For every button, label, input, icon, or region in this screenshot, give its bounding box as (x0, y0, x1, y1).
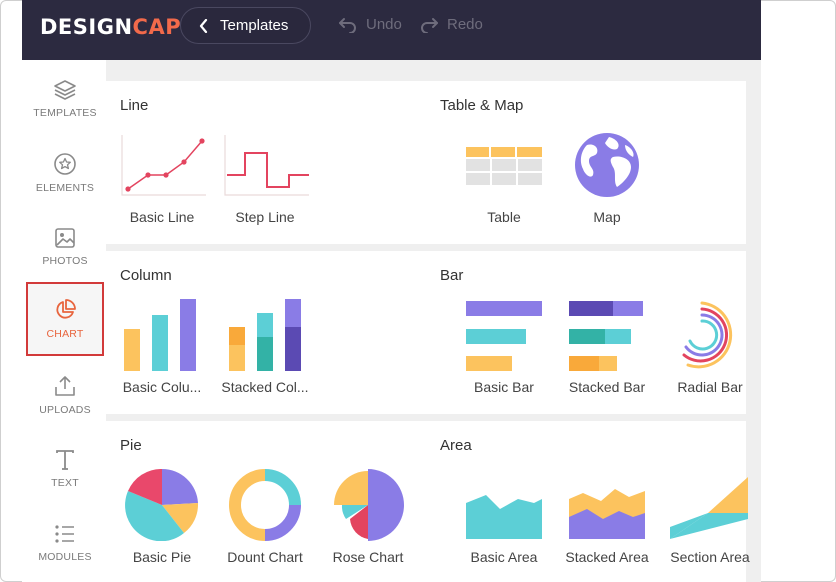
radial-bar-thumbnail (662, 299, 758, 371)
sidebar-item-modules[interactable]: MODULES (26, 506, 104, 580)
chevron-left-icon (199, 18, 208, 33)
chart-item-label: Stacked Bar (568, 379, 646, 395)
basic-line-thumbnail (114, 129, 210, 201)
basic-area-thumbnail (456, 469, 552, 541)
table-thumbnail (456, 129, 552, 201)
chart-item-label: Map (593, 209, 621, 225)
section-title-pie: Pie (120, 437, 142, 454)
donut-chart-thumbnail (217, 469, 313, 541)
chart-item-step-line[interactable]: Step Line (217, 129, 313, 225)
chart-item-stacked-area[interactable]: Stacked Area (559, 469, 655, 565)
chart-item-label: Dount Chart (227, 549, 303, 565)
chart-item-label: Basic Bar (474, 379, 534, 395)
step-line-thumbnail (217, 129, 313, 201)
chart-item-stacked-column[interactable]: Stacked Col... (217, 299, 313, 395)
rose-chart-thumbnail (320, 469, 416, 541)
chart-item-label: Stacked Col... (221, 379, 309, 395)
chart-item-label: Basic Pie (132, 549, 192, 565)
templates-button-label: Templates (220, 17, 289, 34)
section-title-line: Line (120, 97, 149, 114)
stacked-bar-thumbnail (559, 299, 655, 371)
sidebar-item-label: TEXT (51, 477, 79, 489)
chart-item-label: Radial Bar (677, 379, 743, 395)
chart-item-radial-bar[interactable]: Radial Bar (662, 299, 758, 395)
section-row-column-bar: Column Bar Basic Colu... Stacked Col... … (106, 251, 746, 414)
globe-icon (575, 133, 639, 197)
logo[interactable]: DESIGNCAP (40, 15, 181, 39)
section-row-pie-area: Pie Area Basic Pie Dount Chart Rose Char… (106, 421, 750, 582)
sidebar-item-label: TEMPLATES (33, 107, 97, 119)
star-badge-icon (54, 153, 76, 175)
stacked-area-thumbnail (559, 469, 655, 541)
chart-item-basic-pie[interactable]: Basic Pie (114, 469, 210, 565)
sidebar-item-label: CHART (46, 328, 84, 340)
section-title-bar: Bar (440, 267, 464, 284)
chart-item-label: Step Line (235, 209, 295, 225)
chart-item-basic-column[interactable]: Basic Colu... (114, 299, 210, 395)
logo-text: DESIGN (40, 15, 133, 39)
list-icon (55, 525, 74, 543)
redo-button[interactable]: Redo (419, 16, 483, 33)
upload-icon (55, 376, 75, 396)
section-row-line-table: Line Table & Map Basic Line Step Line Ta… (106, 81, 746, 244)
stacked-column-thumbnail (217, 299, 313, 371)
chart-item-basic-bar[interactable]: Basic Bar (456, 299, 552, 395)
sidebar-item-text[interactable]: TEXT (26, 432, 104, 506)
section-title-table-map: Table & Map (440, 97, 524, 114)
chart-item-rose-chart[interactable]: Rose Chart (320, 469, 416, 565)
section-title-area: Area (440, 437, 472, 454)
sidebar-item-label: ELEMENTS (35, 182, 95, 194)
chart-item-table[interactable]: Table (456, 129, 552, 225)
chart-item-stacked-bar[interactable]: Stacked Bar (559, 299, 655, 395)
logo-accent-text: CAP (132, 15, 182, 39)
undo-label: Undo (366, 16, 402, 33)
sidebar-item-uploads[interactable]: UPLOADS (26, 358, 104, 432)
sidebar-item-label: UPLOADS (39, 404, 91, 416)
map-thumbnail (559, 129, 655, 201)
chart-item-label: Section Area (670, 549, 750, 565)
undo-button[interactable]: Undo (338, 16, 402, 33)
text-icon (56, 450, 74, 470)
chart-item-basic-area[interactable]: Basic Area (456, 469, 552, 565)
section-area-thumbnail (662, 469, 758, 541)
app: DESIGNCAP Templates Undo Redo TEMPLATES … (22, 0, 761, 582)
basic-pie-thumbnail (114, 469, 210, 541)
sidebar-item-label: MODULES (38, 551, 92, 563)
image-icon (55, 228, 75, 248)
chart-item-label: Basic Line (129, 209, 195, 225)
sidebar-item-label: PHOTOS (42, 255, 88, 267)
section-title-column: Column (120, 267, 172, 284)
basic-bar-thumbnail (456, 299, 552, 371)
sidebar: TEMPLATES ELEMENTS PHOTOS CHART UPLOADS … (22, 60, 106, 582)
top-bar: DESIGNCAP Templates Undo Redo (22, 0, 761, 60)
pie-chart-icon (56, 299, 76, 319)
layers-icon (54, 80, 76, 100)
basic-column-thumbnail (114, 299, 210, 371)
chart-item-map[interactable]: Map (559, 129, 655, 225)
sidebar-item-chart[interactable]: CHART (26, 282, 104, 356)
chart-item-section-area[interactable]: Section Area (662, 469, 758, 565)
chart-item-label: Stacked Area (565, 549, 649, 565)
redo-label: Redo (447, 16, 483, 33)
chart-item-label: Basic Area (470, 549, 538, 565)
chart-item-label: Basic Colu... (122, 379, 202, 395)
sidebar-item-photos[interactable]: PHOTOS (26, 210, 104, 284)
sidebar-item-templates[interactable]: TEMPLATES (26, 62, 104, 136)
chart-item-donut-chart[interactable]: Dount Chart (217, 469, 313, 565)
chart-item-basic-line[interactable]: Basic Line (114, 129, 210, 225)
chart-item-label: Rose Chart (332, 549, 404, 565)
chart-item-label: Table (487, 209, 521, 225)
redo-icon (421, 17, 438, 33)
undo-icon (339, 17, 356, 33)
sidebar-item-elements[interactable]: ELEMENTS (26, 136, 104, 210)
templates-back-button[interactable]: Templates (180, 7, 311, 44)
